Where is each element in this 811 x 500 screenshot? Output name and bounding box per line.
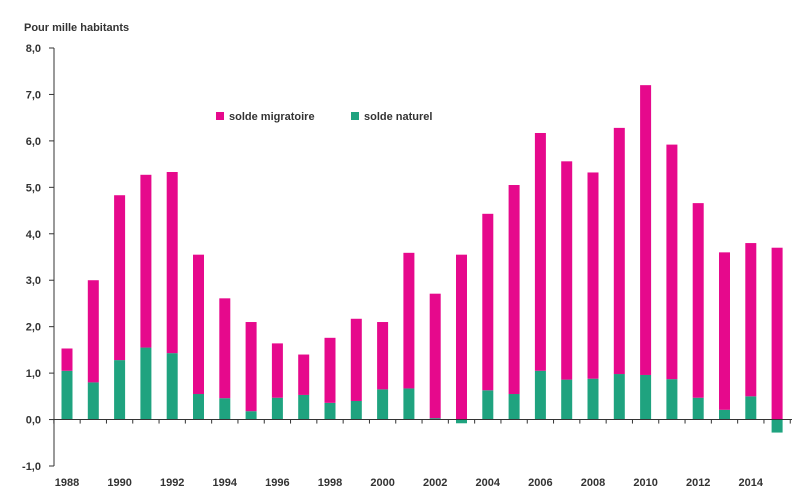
y-tick-label: 1,0 xyxy=(26,368,41,380)
x-tick-label: 2000 xyxy=(370,477,394,489)
bar-solde-naturel xyxy=(666,379,678,420)
bar-solde-migratoire xyxy=(692,203,704,398)
x-tick-label: 1990 xyxy=(107,477,131,489)
bar-solde-naturel xyxy=(482,390,494,420)
bar-solde-migratoire xyxy=(219,298,231,399)
bar-solde-migratoire xyxy=(534,132,546,371)
bar-solde-naturel xyxy=(350,400,362,420)
bar-solde-migratoire xyxy=(429,293,441,419)
bar-solde-migratoire xyxy=(403,252,415,389)
y-axis-title: Pour mille habitants xyxy=(24,22,129,34)
x-tick-label: 2002 xyxy=(423,477,447,489)
bar-solde-migratoire xyxy=(666,144,678,380)
bar-solde-naturel xyxy=(114,360,126,420)
bar-solde-migratoire xyxy=(640,85,652,375)
bar-solde-naturel xyxy=(193,394,204,420)
x-tick-label: 1994 xyxy=(213,477,238,489)
bar-solde-migratoire xyxy=(140,174,152,348)
y-tick-label: 6,0 xyxy=(26,136,41,148)
bar-solde-migratoire xyxy=(350,318,362,401)
y-tick-label: 7,0 xyxy=(26,89,41,101)
y-tick-label: 5,0 xyxy=(26,182,41,194)
bar-solde-naturel xyxy=(324,402,336,420)
bar-solde-naturel xyxy=(429,418,441,420)
bar-solde-naturel xyxy=(534,370,546,420)
x-tick-label: 2012 xyxy=(686,477,710,489)
bar-solde-migratoire xyxy=(298,354,310,395)
y-tick-label: 4,0 xyxy=(26,229,41,241)
bar-solde-naturel xyxy=(298,394,310,420)
bar-solde-migratoire xyxy=(508,185,520,395)
x-tick-label: 1988 xyxy=(55,477,79,489)
bar-solde-migratoire xyxy=(166,172,178,354)
bar-solde-migratoire xyxy=(771,247,783,420)
bar-solde-migratoire xyxy=(456,254,467,420)
legend-swatch-solde-naturel xyxy=(351,112,359,120)
bar-solde-migratoire xyxy=(87,280,99,383)
bar-solde-naturel xyxy=(140,347,152,420)
bar-solde-naturel xyxy=(561,379,573,420)
bar-solde-naturel xyxy=(613,374,625,420)
bar-solde-naturel xyxy=(377,389,389,420)
bar-solde-naturel xyxy=(61,370,73,420)
bar-solde-naturel xyxy=(771,419,783,433)
bar-solde-naturel xyxy=(719,409,730,420)
bar-solde-migratoire xyxy=(587,172,599,379)
y-tick-label: 0,0 xyxy=(26,415,41,427)
x-tick-label: 2010 xyxy=(633,477,657,489)
y-axis: -1,0 0,0 1,0 2,0 3,0 4,0 5,0 6,0 7,0 8,0 xyxy=(22,43,55,473)
bar-solde-naturel xyxy=(245,411,257,420)
bar-solde-naturel xyxy=(587,378,599,420)
legend-swatch-solde-migratoire xyxy=(216,112,224,120)
bar-solde-naturel xyxy=(745,396,757,420)
bar-solde-naturel xyxy=(219,398,231,420)
x-tick-label: 1992 xyxy=(160,477,184,489)
bar-solde-naturel xyxy=(508,394,520,420)
bar-solde-migratoire xyxy=(377,322,389,390)
bar-solde-migratoire xyxy=(324,337,336,403)
x-tick-label: 2008 xyxy=(581,477,605,489)
y-tick-label: -1,0 xyxy=(22,461,41,473)
bar-solde-naturel xyxy=(403,388,415,420)
bar-solde-migratoire xyxy=(271,343,283,398)
bar-solde-naturel xyxy=(87,382,99,420)
y-tick-label: 8,0 xyxy=(26,43,41,55)
bar-solde-migratoire xyxy=(482,213,494,391)
bar-solde-migratoire xyxy=(613,127,625,375)
bar-solde-migratoire xyxy=(245,322,257,412)
bar-solde-migratoire xyxy=(114,195,126,361)
bar-solde-naturel xyxy=(692,397,704,420)
x-tick-label: 1996 xyxy=(265,477,289,489)
y-tick-label: 3,0 xyxy=(26,275,41,287)
x-tick-label: 2006 xyxy=(528,477,552,489)
y-tick-label: 2,0 xyxy=(26,322,41,334)
x-axis: 1988 1990 1992 1994 1996 1998 2000 2002 2004 2006… xyxy=(53,419,792,489)
bar-solde-migratoire xyxy=(745,243,757,397)
bars xyxy=(61,85,783,433)
bar-solde-naturel xyxy=(166,353,178,420)
bar-solde-migratoire xyxy=(561,161,573,380)
legend: solde migratoire solde naturel xyxy=(216,111,432,123)
x-tick-label: 2014 xyxy=(739,477,764,489)
bar-solde-naturel xyxy=(640,374,652,420)
x-tick-label: 2004 xyxy=(476,477,501,489)
x-tick-label: 1998 xyxy=(318,477,342,489)
bar-solde-migratoire xyxy=(193,254,204,395)
bar-solde-naturel xyxy=(456,419,467,424)
bar-solde-migratoire xyxy=(61,348,73,371)
legend-label-solde-naturel: solde naturel xyxy=(364,111,432,123)
bar-solde-naturel xyxy=(271,397,283,420)
bar-solde-migratoire xyxy=(719,252,730,410)
legend-label-solde-migratoire: solde migratoire xyxy=(229,111,315,123)
